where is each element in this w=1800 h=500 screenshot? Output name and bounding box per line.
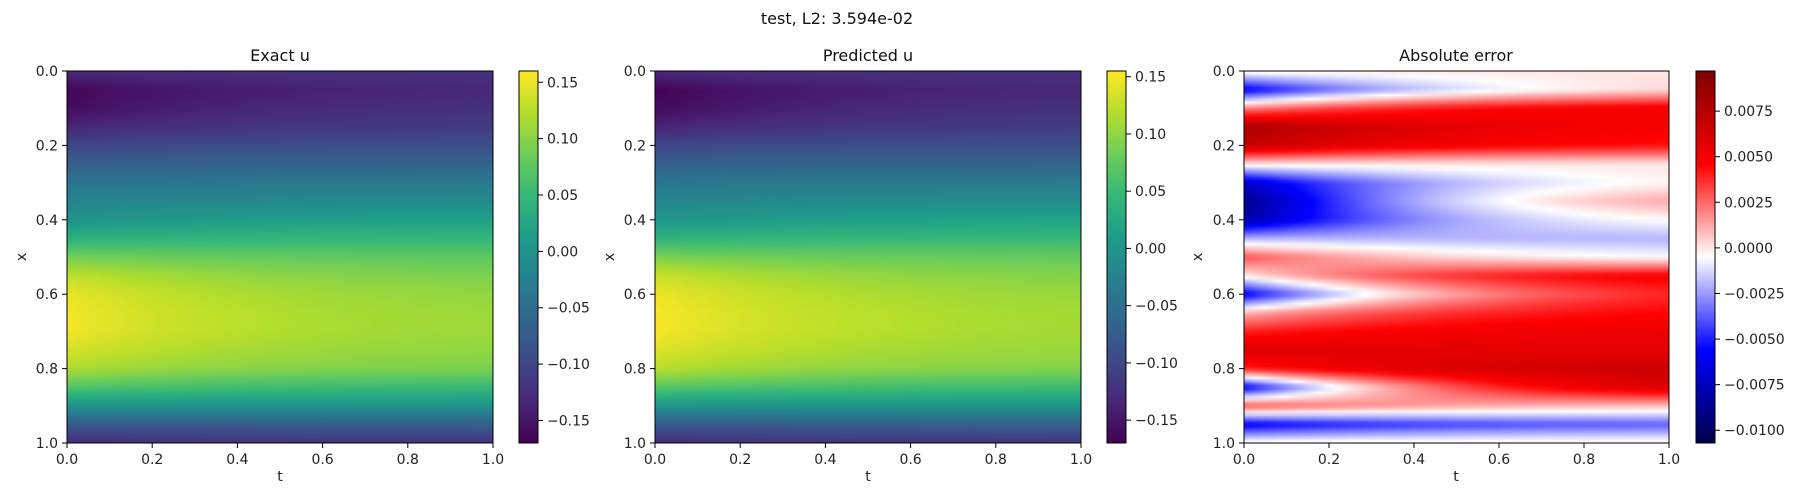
heatmap-image	[1244, 71, 1669, 443]
colorbar-tick-label: 0.0050	[1724, 150, 1773, 166]
colorbar-tick-label: −0.0025	[1724, 286, 1785, 302]
x-tick-label: 0.4	[226, 452, 248, 468]
panel-predicted: Predicted u 0.0 0.2 0.4 0.6 0.8 1.0 0.0 0.2 0.4…	[602, 46, 1178, 485]
panel-title: Absolute error	[1399, 46, 1513, 65]
y-tick-label: 0.4	[624, 213, 646, 229]
y-tick-label: 0.6	[1213, 287, 1235, 303]
panel-title: Exact u	[250, 46, 310, 65]
y-axis-label: x	[14, 253, 30, 261]
x-axis-label: t	[1453, 469, 1459, 485]
x-axis-ticks: 0.0 0.2 0.4 0.6 0.8 1.0	[644, 443, 1092, 468]
colorbar-tick-label: 0.15	[547, 75, 578, 91]
y-tick-label: 0.0	[1213, 64, 1235, 80]
x-tick-label: 0.8	[397, 452, 419, 468]
x-tick-label: 0.6	[899, 452, 921, 468]
colorbar-ticks: 0.0075 0.0050 0.0025 0.0000 −0.0025 −0.0050 −0…	[1715, 104, 1785, 439]
y-tick-label: 1.0	[36, 436, 58, 452]
plot-frame	[1243, 70, 1670, 444]
y-tick-label: 0.4	[36, 213, 58, 229]
panel-error: Absolute error 0.0 0.2 0.4 0.6 0.8 1.0 0.0 0.2…	[1190, 46, 1785, 485]
colorbar-tick-label: 0.15	[1135, 70, 1166, 86]
colorbar-tick-label: −0.10	[547, 357, 590, 373]
colorbar-tick-label: −0.10	[1135, 356, 1178, 372]
heatmap-image	[67, 71, 493, 443]
x-tick-label: 0.4	[1403, 452, 1425, 468]
y-tick-label: 0.2	[1213, 138, 1235, 154]
x-tick-label: 0.6	[311, 452, 333, 468]
panel-exact: Exact u 0.0 0.2 0.4 0.6 0.8 1.0 0.00.20.40.60…	[14, 46, 590, 485]
x-tick-label: 0.2	[729, 452, 751, 468]
colorbar-tick-label: −0.05	[547, 301, 590, 317]
x-axis-ticks: 0.0 0.2 0.4 0.6 0.8 1.0	[56, 443, 504, 468]
x-tick-label: 0.4	[814, 452, 836, 468]
x-tick-label: 0.2	[141, 452, 163, 468]
colorbar-frame	[518, 70, 539, 444]
x-tick-label: 0.8	[985, 452, 1007, 468]
colorbar-ticks: 0.15 0.10 0.05 0.00 −0.05 −0.10 −0.15	[1126, 70, 1178, 429]
y-tick-label: 0.4	[1213, 213, 1235, 229]
x-tick-label: 1.0	[482, 452, 504, 468]
x-tick-label: 0.0	[644, 452, 666, 468]
x-tick-label: 0.0	[56, 452, 78, 468]
colorbar-tick-label: −0.15	[547, 413, 590, 429]
y-tick-label: 0.8	[1213, 362, 1235, 378]
y-axis-ticks: 0.0 0.2 0.4 0.6 0.8 1.0	[624, 64, 655, 452]
colorbar-image	[519, 71, 538, 443]
panel-title: Predicted u	[823, 46, 913, 65]
x-tick-label: 1.0	[1658, 452, 1680, 468]
colorbar-image	[1107, 71, 1126, 443]
y-tick-label: 1.0	[1213, 436, 1235, 452]
x-axis-label: t	[277, 469, 283, 485]
colorbar-tick-label: 0.05	[1135, 184, 1166, 200]
y-axis-label: x	[1190, 253, 1206, 261]
x-tick-label: 0.8	[1573, 452, 1595, 468]
y-tick-label: 0.2	[36, 138, 58, 154]
x-tick-label: 0.6	[1488, 452, 1510, 468]
y-axis-ticks: 0.0 0.2 0.4 0.6 0.8 1.0	[1213, 64, 1244, 452]
y-axis-label: x	[602, 253, 618, 261]
colorbar-tick-label: 0.0000	[1724, 241, 1773, 257]
colorbar-tick-label: 0.00	[547, 244, 578, 260]
colorbar-tick-label: 0.0075	[1724, 104, 1773, 120]
x-tick-label: 1.0	[1070, 452, 1092, 468]
y-tick-label: 0.2	[624, 138, 646, 154]
y-tick-label: 0.6	[624, 287, 646, 303]
colorbar-tick-label: 0.0025	[1724, 195, 1773, 211]
colorbar-tick-label: −0.0075	[1724, 378, 1785, 394]
colorbar-tick-label: −0.15	[1135, 413, 1178, 429]
plot-frame	[654, 70, 1082, 444]
colorbar-frame	[1106, 70, 1127, 444]
colorbar-frame	[1695, 70, 1716, 444]
colorbar-tick-label: −0.0050	[1724, 332, 1785, 348]
colorbar-image	[1696, 71, 1715, 443]
x-tick-label: 0.0	[1233, 452, 1255, 468]
y-tick-label: 0.8	[36, 362, 58, 378]
y-tick-label: 1.0	[624, 436, 646, 452]
colorbar-tick-label: −0.05	[1135, 299, 1178, 315]
figure-suptitle: test, L2: 3.594e-02	[761, 9, 913, 28]
heatmap-image	[655, 71, 1081, 443]
y-tick-label: 0.0	[624, 64, 646, 80]
x-axis-label: t	[865, 469, 871, 485]
x-axis-ticks: 0.0 0.2 0.4 0.6 0.8 1.0	[1233, 443, 1680, 468]
colorbar-tick-label: −0.0100	[1724, 423, 1785, 439]
y-tick-label: 0.6	[36, 287, 58, 303]
y-tick-label: 0.0	[36, 64, 58, 80]
colorbar-tick-label: 0.10	[1135, 127, 1166, 143]
y-axis-ticks: 0.0 0.2 0.4 0.6 0.8 1.0	[36, 64, 67, 452]
colorbar-tick-label: 0.05	[547, 188, 578, 204]
colorbar-tick-label: 0.10	[547, 132, 578, 148]
plot-frame	[66, 70, 494, 444]
y-tick-label: 0.8	[624, 362, 646, 378]
colorbar-tick-label: 0.00	[1135, 241, 1166, 257]
x-tick-label: 0.2	[1318, 452, 1340, 468]
colorbar-ticks: 0.15 0.10 0.05 0.00 −0.05 −0.10 −0.15	[538, 75, 590, 429]
